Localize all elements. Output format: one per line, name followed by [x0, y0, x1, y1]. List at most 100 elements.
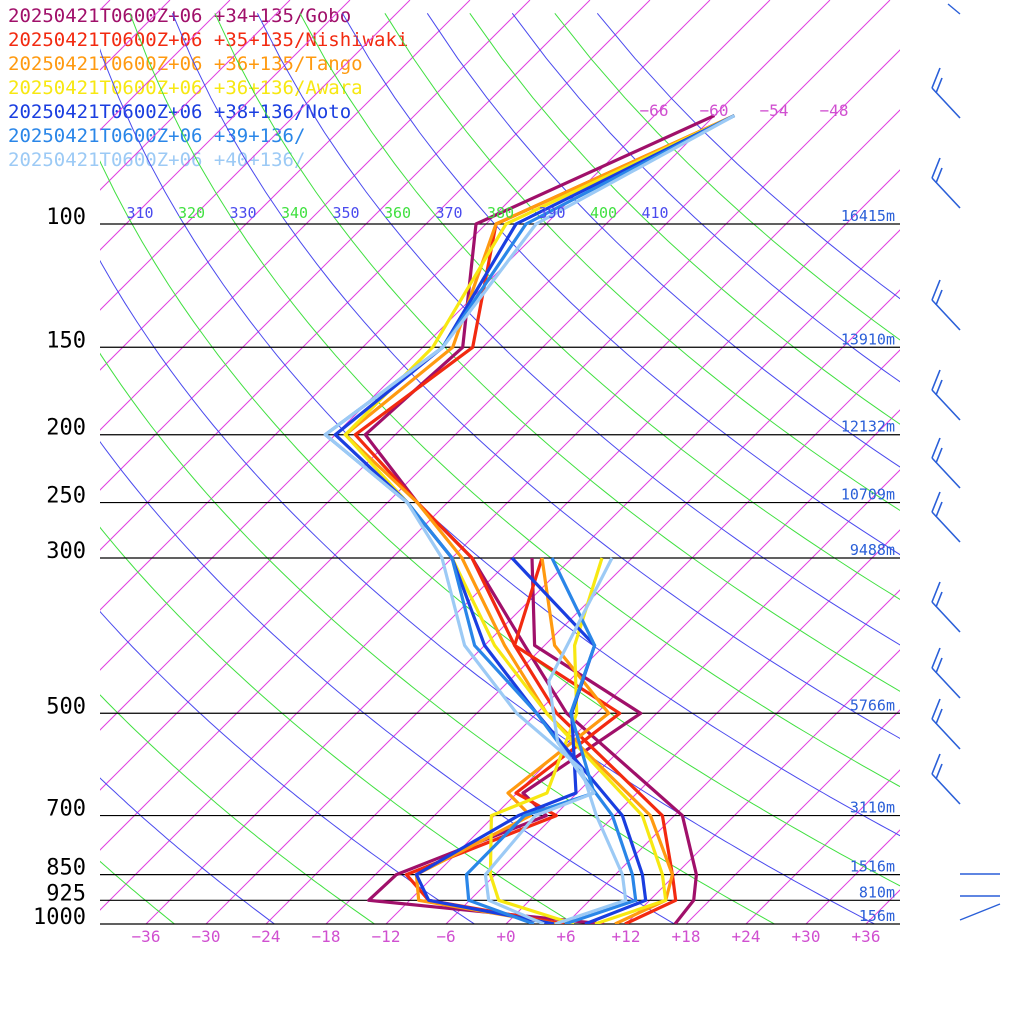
isotherm-line: [986, 0, 1024, 924]
height-label: 156m: [859, 907, 895, 925]
wind-barb: [931, 698, 961, 750]
isotherm-line: [100, 0, 471, 371]
isotherm-line: [265, 289, 900, 924]
isotherm-line: [100, 0, 771, 671]
height-label: 9488m: [850, 541, 895, 559]
wind-barb: [931, 157, 961, 209]
dry-adiabat-line: [299, 13, 900, 601]
theta-label: 380: [487, 204, 514, 222]
pressure-label: 100: [46, 205, 86, 230]
legend-entry: 20250421T0600Z+06 +38+136/Noto: [8, 101, 352, 123]
isotherm-line: [100, 0, 591, 491]
dewpoint-profile-line: [488, 557, 604, 924]
pressure-label: 250: [46, 484, 86, 509]
chart-legend: 20250421T0600Z+06 +34+135/Gobo 20250421T0…: [8, 4, 408, 172]
height-label: 16415m: [841, 207, 895, 225]
sounding-series: [343, 114, 736, 924]
isotherm-line: [100, 0, 891, 791]
temperature-tick-label: −36: [132, 927, 161, 946]
temperature-tick-label: +6: [556, 927, 575, 946]
isotherm-line: [685, 709, 900, 924]
temperature-tick-label: +24: [732, 927, 761, 946]
pressure-label: 700: [46, 797, 86, 822]
height-label: 3110m: [850, 799, 895, 817]
dry-adiabat-line: [100, 352, 776, 924]
isotherm-line: [205, 229, 900, 924]
temperature-tick-label: −12: [372, 927, 401, 946]
temperature-tick-label: −6: [436, 927, 455, 946]
theta-label: 350: [332, 204, 359, 222]
wind-barb: [931, 437, 961, 489]
legend-entry: 20250421T0600Z+06 +34+135/Gobo: [8, 5, 352, 27]
wind-barb: [931, 581, 961, 633]
isotherm-line: [100, 0, 531, 431]
isotherm-line: [100, 0, 351, 251]
isotherm-line: [805, 829, 900, 924]
temperature-tick-label: −24: [252, 927, 281, 946]
temperature-tick-label: −30: [192, 927, 221, 946]
temperature-profile-line: [363, 114, 716, 924]
dry-adiabat-line: [554, 12, 900, 341]
theta-label: 400: [590, 204, 617, 222]
theta-label: 310: [126, 204, 153, 222]
isotherm-line: [100, 0, 291, 191]
temperature-tick-label: +18: [672, 927, 701, 946]
pressure-label: 925: [46, 881, 86, 906]
dry-adiabat-line: [426, 13, 900, 468]
isotherm-line: [100, 0, 651, 551]
wind-barb: [947, 3, 961, 15]
dry-adiabat-line: [129, 13, 900, 788]
theta-label: 390: [538, 204, 565, 222]
temperature-profile-line: [343, 114, 736, 924]
temperature-tick-label: +0: [496, 927, 515, 946]
isotherm-line: [145, 169, 900, 924]
pressure-label: 1000: [33, 905, 86, 930]
isotherm-line: [325, 349, 900, 924]
wind-barb: [931, 67, 961, 119]
pressure-label: 500: [46, 694, 86, 719]
legend-entry: 20250421T0600Z+06 +36+136/Awara: [8, 77, 363, 99]
isotherm-line: [865, 889, 900, 924]
height-label: 5766m: [850, 696, 895, 714]
isotherm-line: [100, 49, 900, 851]
isotherm-label: −54: [760, 101, 789, 120]
wind-barb: [931, 279, 961, 331]
temperature-profile-line: [323, 114, 736, 924]
isotherm-line: [505, 529, 900, 924]
dry-adiabat-line: [100, 694, 376, 924]
surface-wind-barbs: [959, 873, 1001, 921]
height-label: 10709m: [841, 486, 895, 504]
sounding-series: [353, 114, 736, 924]
dry-adiabat-line: [214, 13, 900, 692]
wind-barb: [931, 369, 961, 421]
dry-adiabat-line: [100, 860, 176, 924]
height-label: 810m: [859, 883, 895, 901]
sounding-series: [343, 114, 736, 924]
isotherm-line: [926, 0, 1024, 924]
pressure-label: 200: [46, 416, 86, 441]
dewpoint-profile-line: [404, 557, 622, 924]
dry-adiabat-line: [100, 440, 676, 924]
dry-adiabat-line: [341, 13, 900, 556]
theta-label: 340: [281, 204, 308, 222]
pressure-label: 150: [46, 328, 86, 353]
isotherm-line: [625, 649, 900, 924]
dewpoint-profile-line: [464, 557, 597, 924]
legend-entry: 20250421T0600Z+06 +40+136/: [8, 149, 306, 171]
isotherm-line: [100, 0, 831, 731]
height-label: 1516m: [850, 858, 895, 876]
temperature-tick-label: −18: [312, 927, 341, 946]
isotherm-label: −66: [640, 101, 669, 120]
temperature-tick-label: +30: [792, 927, 821, 946]
sounding-series: [323, 114, 736, 924]
pressure-label: 300: [46, 539, 86, 564]
isotherm-line: [100, 109, 900, 911]
dry-adiabat-line: [384, 13, 900, 512]
wind-barb: [931, 753, 961, 805]
temperature-tick-label: +36: [852, 927, 881, 946]
isotherm-line: [100, 0, 411, 311]
isotherm-label: −60: [700, 101, 729, 120]
theta-label: 330: [229, 204, 256, 222]
dewpoint-profile-line: [483, 557, 614, 924]
